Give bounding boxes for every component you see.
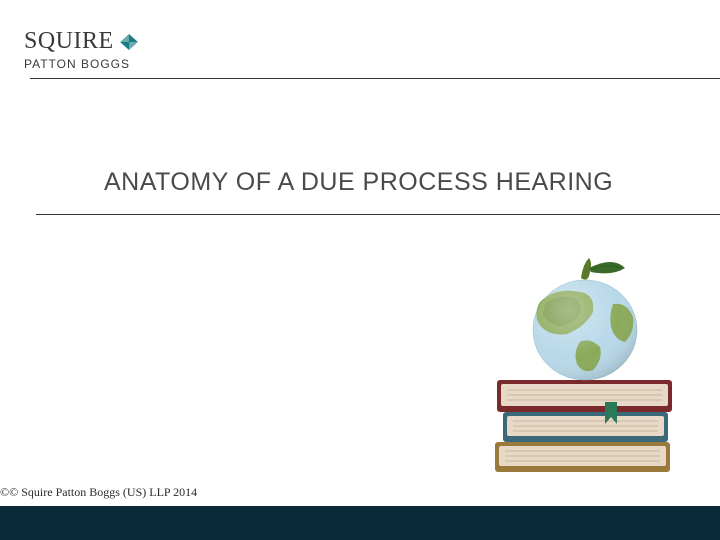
divider-mid <box>36 214 720 215</box>
logo-icon <box>120 34 138 50</box>
footer-bar <box>0 506 720 540</box>
logo-sub-text: PATTON BOGGS <box>24 57 138 71</box>
divider-top <box>30 78 720 79</box>
copyright-text: ©© Squire Patton Boggs (US) LLP 2014 <box>0 485 197 500</box>
logo: SQUIRE PATTON BOGGS <box>24 28 138 71</box>
books-globe-illustration <box>485 242 680 482</box>
page-title: ANATOMY OF A DUE PROCESS HEARING <box>104 168 613 197</box>
logo-main-text: SQUIRE <box>24 28 114 55</box>
